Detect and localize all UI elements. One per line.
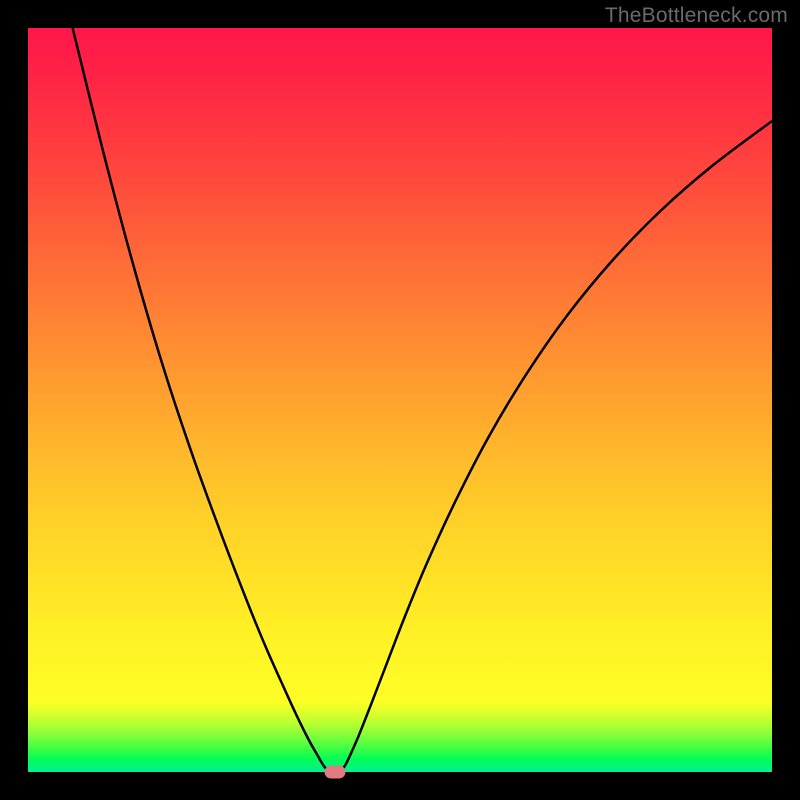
curve-svg (28, 28, 772, 772)
plot-area (28, 28, 772, 772)
watermark-text: TheBottleneck.com (605, 4, 788, 28)
optimal-point-marker (325, 766, 346, 779)
curve-left-branch (73, 28, 330, 772)
curve-right-branch (340, 121, 772, 772)
chart-container: TheBottleneck.com (0, 0, 800, 800)
